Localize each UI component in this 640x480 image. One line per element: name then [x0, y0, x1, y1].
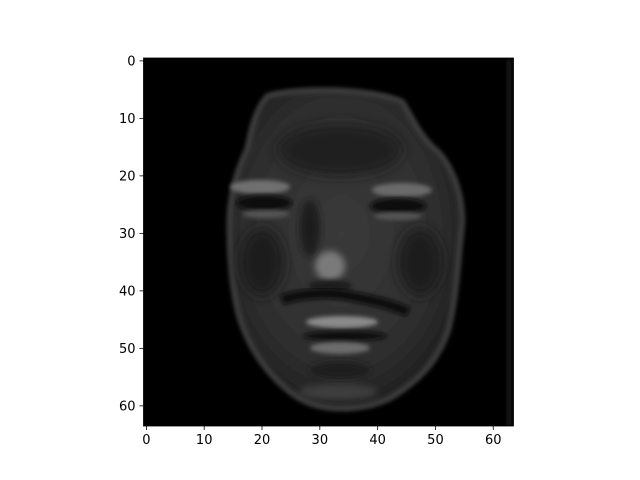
lower-lip-highlight: [310, 342, 370, 354]
eye-left-dark: [236, 195, 292, 211]
right-edge-artifact: [507, 60, 511, 426]
chin-highlight: [298, 384, 378, 400]
face-rim: [226, 87, 466, 412]
y-tick-label: 50: [119, 342, 136, 357]
eye-left-lower-lid: [242, 210, 290, 218]
cheek-left-dark: [240, 228, 284, 296]
y-tick-label: 60: [119, 399, 136, 414]
x-tick-label: 0: [142, 433, 150, 448]
face-region: [229, 90, 462, 409]
y-tick-label: 40: [119, 284, 136, 299]
x-tick-label: 30: [312, 433, 329, 448]
cheek-right-dark: [398, 228, 442, 296]
eye-right-lower-lid: [374, 212, 422, 220]
x-tick-label: 60: [485, 433, 502, 448]
y-tick-label: 30: [119, 227, 136, 242]
y-tick-label: 0: [127, 54, 135, 69]
nose-tip-highlight: [315, 251, 345, 281]
forehead-dark: [278, 124, 402, 176]
x-tick-label: 10: [196, 433, 213, 448]
upper-lip-highlight: [306, 316, 378, 328]
plot-frame: [143, 57, 514, 427]
mouth-line-dark: [303, 331, 387, 341]
x-tick-label: 40: [369, 433, 386, 448]
brow-right-highlight: [372, 183, 432, 197]
mouth-upper-dark: [280, 288, 411, 317]
x-axis: 0 10 20 30 40 50 60: [142, 426, 502, 448]
y-tick-label: 20: [119, 169, 136, 184]
eye-right-dark: [370, 198, 426, 214]
brow-left-highlight: [230, 180, 290, 194]
chin-dark: [310, 362, 370, 378]
y-tick-label: 10: [119, 112, 136, 127]
x-tick-label: 20: [254, 433, 271, 448]
x-tick-label: 50: [427, 433, 444, 448]
nose-bridge-dark: [300, 200, 320, 256]
heatmap-image: [143, 58, 514, 426]
y-axis: 0 10 20 30 40 50 60: [119, 54, 144, 414]
